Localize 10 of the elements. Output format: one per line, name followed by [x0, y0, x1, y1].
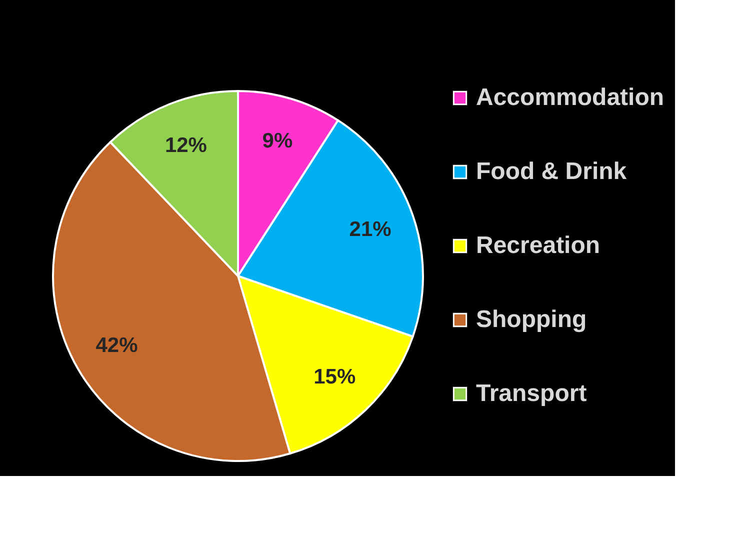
legend-label: Shopping [476, 306, 587, 333]
legend-label: Food & Drink [476, 158, 628, 185]
legend-label: Transport [476, 380, 587, 407]
data-label: 15% [314, 365, 356, 388]
data-label: 42% [96, 334, 138, 357]
legend-label: Recreation [476, 232, 600, 259]
data-label: 9% [262, 130, 293, 153]
data-label: 21% [349, 218, 392, 242]
legend-label: Accommodation [476, 84, 664, 111]
data-label: 12% [164, 134, 208, 158]
